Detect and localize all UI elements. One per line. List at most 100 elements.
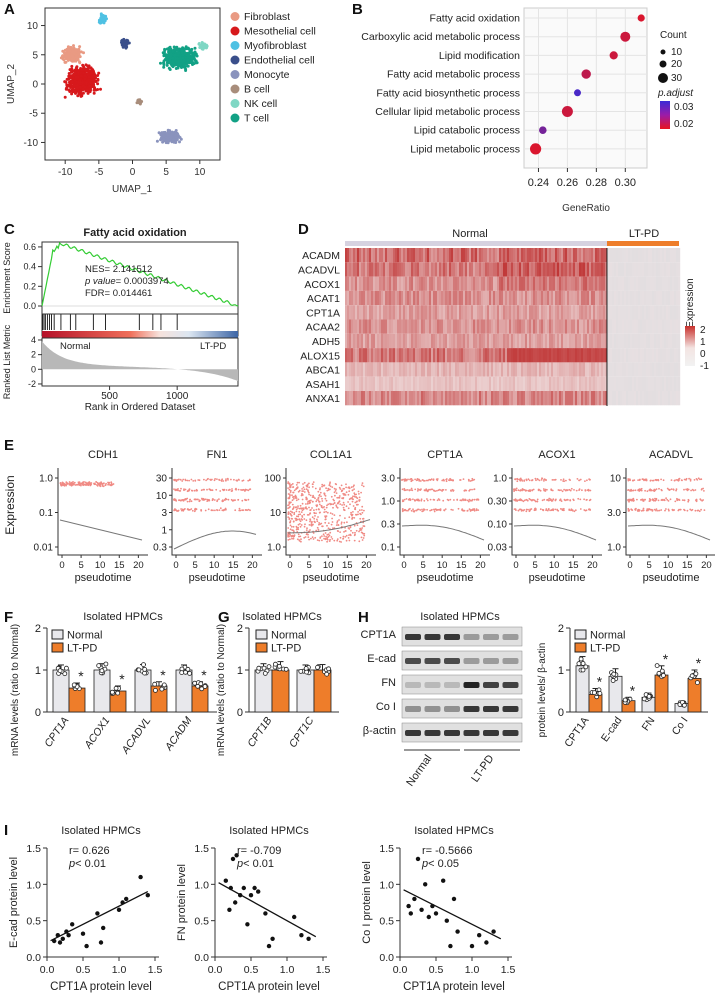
heatmap-cell: [656, 391, 659, 406]
heatmap-cell: [491, 276, 494, 291]
heatmap-cell: [439, 391, 442, 406]
pseudotime-x-label: pseudotime: [303, 572, 360, 584]
pseudotime-dot: [338, 540, 341, 543]
heatmap-cell: [463, 348, 466, 363]
pseudotime-dot: [329, 482, 331, 485]
pseudotime-dot: [244, 490, 246, 492]
heatmap-cell: [457, 391, 460, 406]
legend-swatch: [230, 99, 240, 108]
heatmap-cell: [555, 290, 558, 306]
heatmap-cell: [599, 348, 602, 363]
heatmap-cell: [515, 376, 518, 391]
heatmap-cell: [581, 376, 584, 391]
heatmap-cell: [610, 290, 613, 306]
umap-y-tick-label: 0: [32, 80, 38, 91]
heatmap-cell: [656, 333, 659, 349]
heatmap-cell: [353, 362, 356, 377]
heatmap-cell: [593, 248, 596, 263]
heatmap-cell: [351, 362, 354, 377]
heatmap-cell: [664, 305, 667, 320]
heatmap-cell: [413, 391, 416, 406]
pseudotime-dot: [80, 483, 82, 486]
heatmap-cell: [545, 248, 548, 263]
pseudotime-dot: [186, 497, 189, 500]
heatmap-cell: [375, 376, 378, 391]
heatmap-cell: [525, 290, 528, 306]
heatmap-cell: [654, 376, 657, 391]
heatmap-cell: [493, 348, 496, 363]
umap-point: [178, 140, 181, 144]
pseudotime-dot: [416, 490, 419, 492]
heatmap-cell: [650, 290, 653, 306]
pseudotime-dot: [312, 500, 314, 503]
heatmap-cell: [654, 290, 657, 306]
heatmap-cell: [407, 262, 410, 277]
heatmap-cell: [445, 348, 448, 363]
pseudotime-dot: [62, 484, 64, 487]
umap-point: [62, 58, 66, 62]
heatmap-cell: [654, 362, 657, 377]
pseudotime-dot: [330, 523, 333, 526]
pseudotime-x-tick-label: 15: [228, 560, 239, 571]
pseudotime-dot: [342, 501, 345, 504]
heatmap-cell: [497, 362, 500, 377]
heatmap-cell: [349, 290, 352, 306]
heatmap-cell: [377, 348, 380, 363]
heatmap-cell: [555, 391, 558, 406]
umap-point: [75, 83, 79, 87]
heatmap-cell: [650, 333, 653, 349]
heatmap-cell: [531, 262, 534, 277]
heatmap-cell: [652, 305, 655, 320]
heatmap-cell: [389, 391, 392, 406]
heatmap-cell: [557, 248, 560, 263]
heatmap-cell: [563, 305, 566, 320]
umap-cluster-mesothelial-cell: [63, 63, 102, 99]
pseudotime-dot: [302, 486, 305, 489]
heatmap-cell: [593, 333, 596, 349]
heatmap-cell: [507, 333, 510, 349]
pseudotime-dot: [188, 488, 191, 490]
heatmap-cell: [593, 362, 596, 377]
umap-point: [69, 45, 73, 49]
panel-label-c: C: [4, 221, 15, 238]
heatmap-cell: [485, 348, 488, 363]
pseudotime-dot: [405, 478, 408, 481]
heatmap-cell: [435, 305, 438, 320]
heatmap-cell: [487, 248, 490, 263]
pseudotime-dot: [183, 508, 186, 511]
gsea-enrichment-curve: [41, 242, 239, 307]
heatmap-cell: [347, 391, 350, 406]
heatmap-cell: [565, 391, 568, 406]
heatmap-cell: [457, 276, 460, 291]
heatmap-cell: [517, 305, 520, 320]
heatmap-cell: [593, 290, 596, 306]
heatmap-cell: [349, 262, 352, 277]
heatmap-cell: [497, 262, 500, 277]
heatmap-cell: [427, 319, 430, 334]
umap-y-tick-label: -5: [29, 109, 38, 120]
heatmap-cell: [425, 319, 428, 334]
heatmap-cell: [563, 319, 566, 334]
umap-point: [61, 54, 65, 58]
pseudotime-dot: [190, 500, 193, 503]
umap-point: [172, 45, 176, 49]
heatmap-cell: [577, 333, 580, 349]
heatmap-cell: [361, 333, 364, 349]
pseudotime-dot: [326, 533, 329, 536]
pseudotime-dot: [401, 510, 404, 513]
heatmap-cell: [545, 290, 548, 306]
heatmap-cell: [399, 248, 402, 263]
heatmap-cell: [531, 333, 534, 349]
heatmap-cell: [652, 376, 655, 391]
heatmap-group-normal: Normal: [452, 228, 487, 240]
heatmap-cell: [439, 305, 442, 320]
heatmap-cell: [471, 376, 474, 391]
heatmap-cell: [357, 290, 360, 306]
pseudotime-dot: [450, 489, 452, 492]
heatmap-cell: [495, 290, 498, 306]
pseudotime-dot: [301, 502, 304, 505]
heatmap-cell: [660, 248, 663, 263]
heatmap-cell: [369, 391, 372, 406]
heatmap-cell: [395, 262, 398, 277]
